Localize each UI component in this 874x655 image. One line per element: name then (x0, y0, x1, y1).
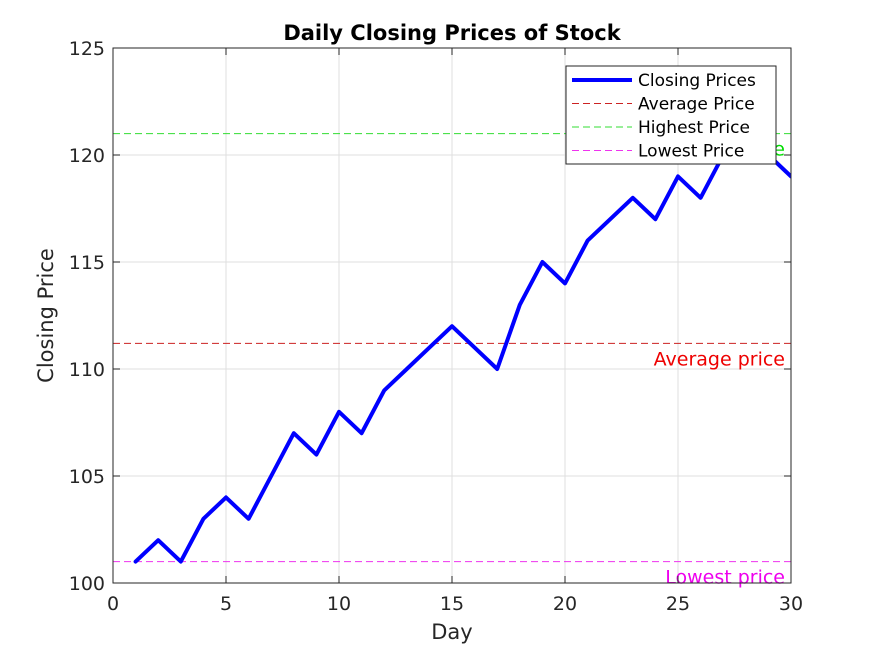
chart-title: Daily Closing Prices of Stock (283, 21, 621, 45)
legend-box (565, 65, 777, 165)
x-tick-label: 25 (666, 593, 690, 615)
legend: Closing Prices Average Price Highest Price… (565, 65, 777, 165)
reference-line-annotation: Average price (654, 348, 785, 370)
y-tick-label: 110 (69, 359, 105, 381)
series-line (133, 131, 791, 564)
series-layer (133, 131, 792, 564)
legend-label: Average Price (638, 95, 755, 115)
x-tick-label: 10 (327, 593, 351, 615)
legend-label: Highest Price (638, 118, 750, 138)
y-axis-label: Closing Price (34, 248, 58, 383)
x-tick-label: 0 (107, 593, 119, 615)
y-tick-label: 105 (69, 466, 105, 488)
legend-label: Closing Prices (638, 71, 756, 91)
y-tick-label: 125 (69, 38, 105, 60)
reference-line-annotation: Lowest price (665, 567, 785, 589)
x-tick-label: 30 (779, 593, 803, 615)
legend-label: Lowest Price (638, 142, 744, 162)
y-tick-label: 100 (69, 573, 105, 595)
x-tick-label: 5 (220, 593, 232, 615)
ticks: 0 5 10 15 20 25 30 100 105 110 115 120 125 (69, 38, 803, 615)
y-tick-label: 120 (69, 145, 105, 167)
x-axis-label: Day (431, 620, 472, 644)
x-tick-label: 15 (440, 593, 464, 615)
y-tick-label: 115 (69, 252, 105, 274)
x-tick-label: 20 (553, 593, 577, 615)
